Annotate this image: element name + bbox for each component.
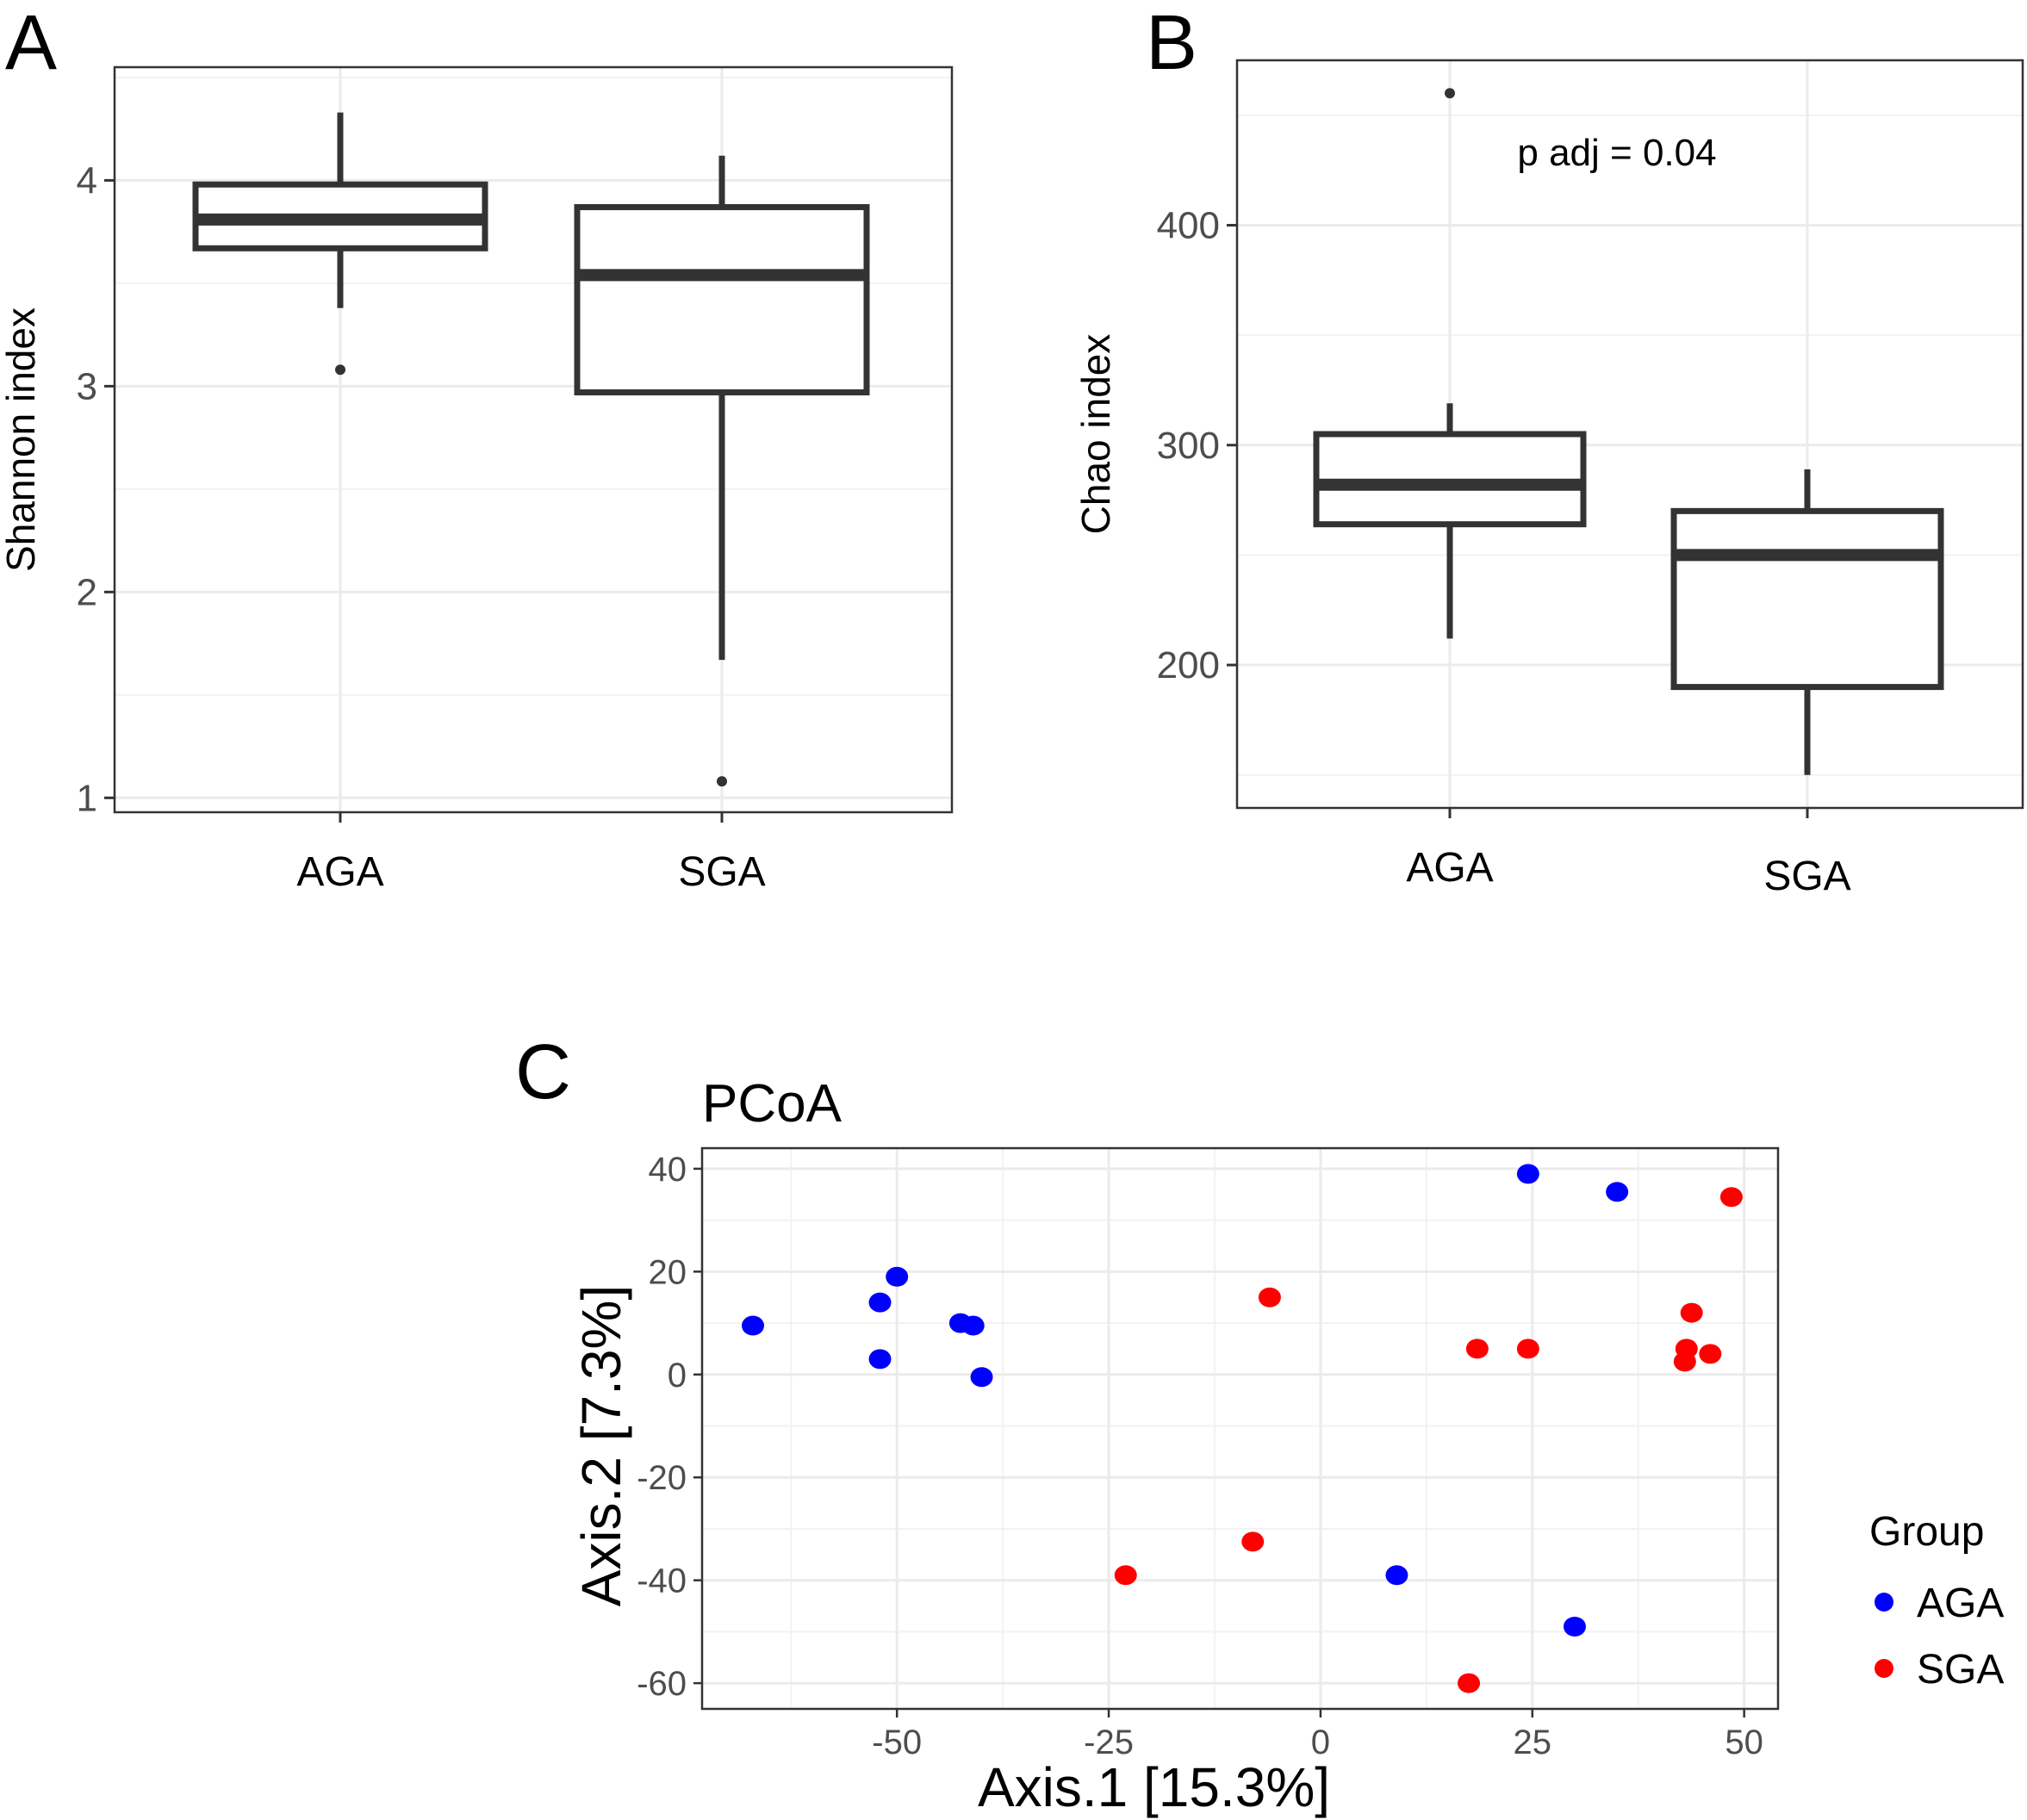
plot-background — [702, 1148, 1778, 1709]
box-aga — [1313, 88, 1587, 639]
y-tick-label: 20 — [649, 1253, 687, 1291]
x-tick-label: 50 — [1725, 1724, 1763, 1761]
y-tick-label: 1 — [77, 777, 97, 819]
data-point — [1680, 1302, 1703, 1323]
plot-border — [700, 1146, 1780, 1711]
data-point — [1241, 1531, 1265, 1552]
data-point — [1385, 1565, 1408, 1586]
data-point — [970, 1367, 993, 1388]
data-point — [868, 1349, 892, 1370]
x-category-label: AGA — [1406, 845, 1493, 891]
y-tick-label: 200 — [1157, 644, 1220, 686]
box-sga — [1670, 469, 1944, 775]
data-point — [1458, 1673, 1481, 1693]
data-point — [1258, 1287, 1281, 1308]
y-tick-label: 4 — [77, 159, 97, 202]
plot-background — [115, 67, 952, 812]
plot-border — [1235, 59, 2024, 810]
chao-boxplot: 200 300 400 AGA SGA Chao index p adj = 0.04 — [1073, 59, 2024, 899]
data-point — [1516, 1164, 1539, 1184]
y-tick-label: 3 — [77, 365, 97, 407]
x-tick-label: -25 — [1084, 1724, 1134, 1761]
x-tick-label: 0 — [1311, 1724, 1330, 1761]
legend-key — [1875, 1659, 1893, 1678]
data-point — [868, 1292, 892, 1313]
data-point — [1675, 1339, 1698, 1359]
box-iqr — [574, 203, 870, 396]
x-category-label: SGA — [1763, 854, 1850, 899]
box-sga — [574, 155, 870, 787]
data-point — [1114, 1565, 1137, 1586]
p-value-annotation: p adj = 0.04 — [1517, 132, 1716, 174]
y-axis-title: Chao index — [1073, 334, 1118, 535]
panel-label-c: C — [515, 1029, 571, 1115]
x-tick-label: -50 — [872, 1724, 922, 1761]
legend-title: Group — [1869, 1509, 1984, 1555]
x-tick-label: 25 — [1514, 1724, 1552, 1761]
y-tick-label: 400 — [1157, 204, 1220, 246]
series-sga — [1114, 1187, 1743, 1693]
box-aga — [192, 112, 488, 376]
y-tick-label: 300 — [1157, 425, 1220, 467]
plot-border — [113, 65, 954, 814]
legend: Group AGA SGA — [1869, 1509, 2004, 1693]
data-point — [961, 1315, 985, 1336]
y-tick-label: 0 — [668, 1357, 687, 1395]
outlier-point — [335, 364, 345, 376]
legend-label: AGA — [1917, 1581, 2004, 1626]
legend-label: SGA — [1917, 1647, 2004, 1693]
data-point — [886, 1266, 909, 1287]
legend-key — [1875, 1593, 1893, 1612]
y-tick-label: 40 — [649, 1151, 687, 1189]
data-point — [1465, 1339, 1489, 1359]
x-axis-title: Axis.1 [15.3%] — [978, 1756, 1330, 1818]
y-tick-label: -60 — [637, 1665, 687, 1703]
data-point — [742, 1315, 765, 1336]
data-point — [1606, 1182, 1629, 1202]
shannon-boxplot: 1 2 3 4 AGA SGA Shannon index — [0, 65, 954, 895]
x-category-label: SGA — [678, 849, 765, 895]
outlier-point — [717, 776, 727, 787]
panel-label-b: B — [1146, 0, 1197, 86]
y-tick-label: -20 — [637, 1459, 687, 1497]
data-point — [1563, 1616, 1586, 1637]
data-point — [1516, 1339, 1539, 1359]
data-point — [1699, 1344, 1722, 1364]
y-tick-label: 2 — [77, 571, 97, 613]
data-point — [1719, 1187, 1743, 1208]
box-iqr — [1670, 507, 1944, 691]
x-category-label: AGA — [296, 849, 383, 895]
chart-title: PCoA — [702, 1074, 843, 1134]
panel-label-a: A — [5, 0, 57, 86]
y-tick-label: -40 — [637, 1562, 687, 1600]
series-aga — [742, 1164, 1629, 1637]
pcoa-scatter: -50 -25 0 25 50 40 20 0 -20 -40 -60 PCoA Axis.1 [15.… — [570, 1074, 2004, 1818]
outlier-point — [1445, 88, 1455, 99]
y-axis-title: Shannon index — [0, 307, 43, 572]
y-axis-title: Axis.2 [7.3%] — [570, 1285, 632, 1607]
